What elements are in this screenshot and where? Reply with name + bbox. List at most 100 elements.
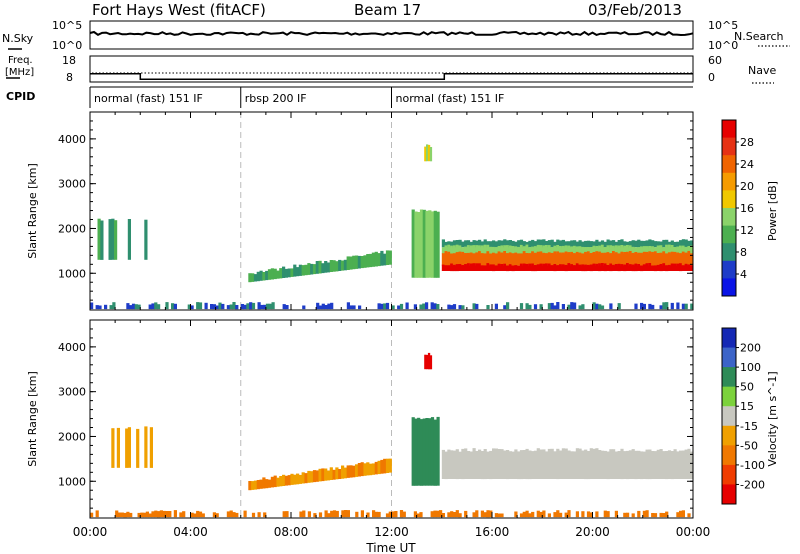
freq-label-line1: Freq.	[8, 55, 33, 66]
power-cell	[458, 239, 462, 248]
power-cell	[564, 251, 568, 266]
velocity-cell	[662, 451, 666, 479]
power-cell	[422, 209, 426, 278]
velocity-cell	[117, 512, 122, 518]
velocity-cell	[662, 513, 666, 518]
power-cell	[472, 303, 476, 310]
velocity-cell	[313, 513, 317, 518]
velocity-cell	[360, 462, 364, 477]
power-colorbar-swatch	[722, 243, 736, 262]
velocity-cell	[95, 510, 99, 518]
velocity-cell	[232, 512, 236, 518]
power-cell	[626, 263, 630, 271]
velocity-cell	[332, 469, 336, 480]
velocity-cell	[263, 512, 267, 518]
power-cell	[656, 241, 660, 248]
power-cell	[567, 245, 571, 254]
velocity-cell	[144, 426, 148, 468]
power-cell	[298, 264, 302, 276]
power-cell	[472, 253, 476, 266]
velocity-cell	[235, 512, 239, 518]
power-cell	[561, 304, 565, 310]
power-cell	[109, 305, 113, 310]
station-title: Fort Hays West (fitACF)	[92, 1, 266, 19]
velocity-cell	[149, 427, 153, 468]
power-cell	[592, 252, 596, 266]
power-cell	[447, 304, 451, 310]
power-cell	[553, 241, 557, 248]
velocity-cell	[154, 510, 158, 518]
power-cell	[600, 244, 605, 254]
power-cell	[609, 240, 613, 248]
velocity-cell	[455, 449, 459, 480]
power-cell	[511, 246, 515, 254]
velocity-cell	[645, 449, 649, 480]
power-cell	[413, 304, 417, 310]
velocity-cell	[458, 451, 462, 479]
power-cell	[550, 239, 554, 248]
velocity-cell	[637, 450, 641, 479]
velocity-cell	[494, 513, 498, 518]
velocity-cell	[262, 477, 266, 489]
power-cell	[497, 240, 501, 248]
power-cell	[444, 265, 448, 271]
power-cell	[533, 246, 538, 254]
power-cell	[497, 263, 501, 271]
power-cell	[553, 245, 557, 254]
velocity-cell	[483, 449, 487, 480]
velocity-cell	[444, 451, 448, 480]
velocity-cell	[422, 418, 426, 486]
velocity-cell	[182, 511, 186, 518]
power-cell	[483, 244, 487, 254]
velocity-cell	[428, 418, 432, 486]
velocity-colorbar-swatch	[722, 425, 736, 446]
power-cell	[676, 252, 680, 266]
velocity-cell	[318, 512, 323, 518]
velocity-colorbar-tick-label: 100	[740, 361, 761, 374]
power-cell	[494, 253, 498, 266]
power-cell	[137, 304, 141, 310]
power-cell	[673, 241, 677, 248]
power-cell	[215, 305, 219, 310]
velocity-cell	[475, 451, 479, 479]
noise-sky-trace	[89, 30, 694, 37]
power-cell	[570, 302, 574, 310]
power-cell	[212, 304, 216, 310]
velocity-cell	[417, 417, 421, 486]
power-cell	[500, 245, 504, 254]
velocity-cell	[137, 512, 141, 518]
velocity-cell	[369, 463, 373, 476]
power-cell	[575, 251, 579, 266]
power-cell	[679, 263, 683, 272]
velocity-cell	[676, 451, 680, 479]
velocity-cell	[623, 512, 627, 518]
velocity-cell	[116, 427, 120, 468]
velocity-cell	[355, 464, 359, 477]
velocity-cell	[676, 512, 680, 518]
y-tick-label: 3000	[58, 386, 86, 399]
power-cell	[670, 245, 674, 254]
velocity-cell	[631, 513, 635, 518]
power-cell	[466, 252, 471, 266]
power-cell	[522, 241, 526, 248]
power-cell	[651, 304, 655, 310]
power-cell	[469, 245, 473, 254]
power-cell	[573, 245, 577, 254]
power-cell	[676, 246, 680, 254]
velocity-cell	[556, 510, 560, 518]
power-colorbar-swatch	[722, 225, 736, 244]
power-cell	[472, 263, 476, 271]
power-cell	[653, 265, 658, 272]
velocity-cell	[374, 461, 378, 475]
velocity-cell	[265, 479, 269, 489]
power-cell	[444, 241, 448, 248]
power-cell	[681, 265, 685, 271]
power-cell	[642, 251, 646, 266]
velocity-cell	[360, 510, 364, 518]
power-cell	[475, 303, 479, 310]
power-cell	[598, 304, 602, 310]
power-cell	[326, 262, 331, 273]
power-cell	[581, 241, 585, 248]
power-cell	[131, 303, 136, 310]
velocity-colorbar-tick-label: -200	[740, 478, 765, 491]
